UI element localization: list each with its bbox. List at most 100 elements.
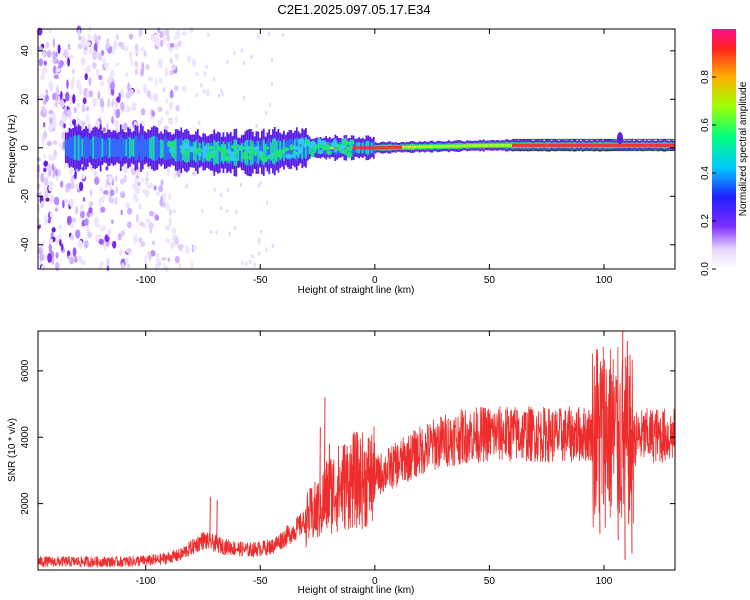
heatmap-cell — [72, 68, 75, 75]
heatmap-cell — [411, 145, 414, 149]
heatmap-cell — [43, 177, 49, 187]
heatmap-cell — [147, 76, 154, 82]
heatmap-cell — [127, 247, 132, 255]
heatmap-cell — [145, 218, 151, 224]
heatmap-cell — [145, 63, 150, 71]
heatmap-cell — [251, 254, 254, 259]
spectrogram-y-label: Frequency (Hz) — [7, 115, 18, 184]
heatmap-cell — [192, 245, 198, 251]
heatmap-cell — [175, 104, 180, 112]
heatmap-cell — [151, 136, 153, 160]
heatmap-cell — [158, 185, 164, 193]
heatmap-cell — [525, 143, 527, 147]
heatmap-cell — [88, 200, 94, 208]
heatmap-cell — [667, 143, 670, 147]
heatmap-cell — [61, 131, 66, 141]
heatmap-cell — [40, 200, 44, 209]
heatmap-cell — [123, 139, 126, 157]
heatmap-cell — [528, 143, 531, 147]
heatmap-cell — [250, 55, 253, 60]
heatmap-cell — [92, 136, 95, 159]
colorbar-tick-label: 0.0 — [700, 262, 711, 276]
heatmap-cell — [112, 138, 115, 158]
heatmap-cell — [205, 64, 208, 69]
heatmap-cell — [601, 143, 604, 147]
heatmap-cell — [429, 145, 432, 149]
heatmap-cell — [42, 122, 46, 128]
heatmap-cell — [243, 95, 246, 100]
heatmap-cell — [226, 209, 229, 214]
heatmap-cell — [127, 221, 132, 229]
heatmap-cell — [512, 143, 514, 147]
heatmap-cell — [124, 257, 129, 264]
heatmap-cell — [165, 138, 168, 160]
heatmap-cell — [455, 144, 458, 148]
heatmap-cell — [47, 163, 52, 172]
heatmap-cell — [125, 91, 131, 99]
spectrogram-ytick-label: 40 — [20, 45, 31, 57]
heatmap-cell — [258, 240, 261, 245]
heatmap-cell — [140, 241, 146, 247]
heatmap-cell — [48, 28, 52, 35]
heatmap-cell — [71, 217, 77, 223]
colorbar-tick-label: 0.4 — [700, 166, 711, 180]
heatmap-cell — [255, 123, 258, 128]
heatmap-cell — [168, 101, 174, 110]
heatmap-cell — [92, 170, 98, 177]
heatmap-cell — [662, 143, 665, 147]
heatmap-cell — [360, 146, 362, 150]
heatmap-cell — [185, 245, 190, 255]
heatmap-cell — [86, 211, 91, 219]
heatmap-cell — [111, 219, 114, 224]
heatmap-cell — [112, 107, 117, 118]
spectrogram-xtick-label: 0 — [372, 275, 378, 286]
heatmap-cell — [623, 143, 626, 147]
heatmap-cell — [103, 139, 106, 156]
heatmap-cell — [349, 144, 353, 150]
heatmap-cell — [168, 69, 174, 76]
heatmap-cell — [633, 143, 635, 147]
heatmap-cell — [515, 143, 518, 147]
heatmap-cell — [459, 144, 461, 148]
heatmap-cell — [642, 143, 645, 147]
heatmap-cell — [134, 43, 138, 51]
heatmap-cell — [519, 143, 522, 147]
heatmap-cell — [148, 222, 154, 230]
heatmap-cell — [86, 137, 89, 159]
heatmap-cell — [105, 257, 109, 267]
heatmap-cell — [217, 141, 219, 165]
heatmap-cell — [56, 85, 59, 95]
heatmap-cell — [220, 149, 226, 156]
heatmap-cell — [473, 144, 476, 148]
heatmap-cell — [148, 251, 152, 262]
heatmap-cell — [114, 138, 117, 158]
snr-spike — [626, 340, 628, 444]
heatmap-cell — [221, 92, 224, 97]
heatmap-cell — [62, 200, 65, 209]
heatmap-cell — [204, 71, 207, 76]
heatmap-cell — [234, 225, 237, 230]
heatmap-cell — [563, 143, 566, 147]
heatmap-cell — [240, 48, 243, 53]
heatmap-cell — [166, 201, 170, 211]
heatmap-cell — [622, 143, 624, 147]
heatmap-cell — [45, 89, 49, 94]
heatmap-cell — [501, 143, 503, 147]
heatmap-cell — [174, 31, 179, 36]
heatmap-cell — [84, 240, 89, 249]
heatmap-cell — [54, 100, 59, 108]
heatmap-cell — [72, 119, 77, 126]
heatmap-cell — [138, 139, 141, 156]
heatmap-cell — [305, 136, 307, 159]
heatmap-cell — [130, 59, 133, 66]
heatmap-cell — [574, 143, 577, 147]
heatmap-cell — [181, 146, 185, 151]
heatmap-cell — [426, 145, 428, 149]
heatmap-cell — [40, 109, 44, 117]
heatmap-cell — [54, 261, 60, 272]
heatmap-cell — [376, 146, 379, 150]
snr-x-label: Height of straight line (km) — [298, 585, 415, 596]
heatmap-cell — [129, 50, 132, 61]
heatmap-cell — [117, 233, 122, 241]
heatmap-cell — [600, 143, 602, 147]
